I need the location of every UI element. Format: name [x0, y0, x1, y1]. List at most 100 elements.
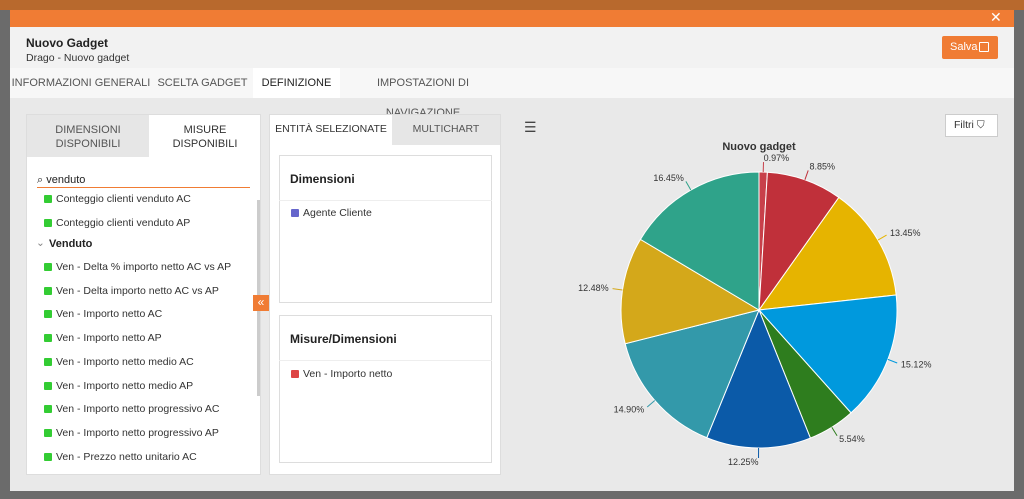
- icon: [44, 357, 52, 366]
- icon: [291, 209, 299, 217]
- chevron: ⌄: [36, 237, 45, 249]
- slice-label: 0.97%: [764, 153, 790, 163]
- icon: [44, 195, 52, 203]
- slice-label: 15.12%: [901, 359, 932, 369]
- icon: [44, 381, 52, 390]
- icon: [44, 428, 52, 437]
- list-item[interactable]: Ven - Importo netto progressivo AP: [44, 427, 219, 439]
- box-title: Misure/Dimensioni: [290, 332, 397, 346]
- list-item[interactable]: Conteggio clienti venduto AC: [44, 194, 191, 205]
- list-item[interactable]: Ven - Importo netto AC: [44, 308, 162, 320]
- icon: [44, 405, 52, 414]
- icon: [44, 219, 52, 227]
- pie-slice: [706, 308, 812, 449]
- slice-label: 13.45%: [890, 228, 921, 238]
- measures-box: [279, 315, 492, 463]
- leader-line: [612, 288, 623, 291]
- item-label: Conteggio clienti venduto AP: [56, 217, 191, 229]
- icon: [44, 310, 52, 319]
- list-item[interactable]: Ven - Importo netto AP: [44, 332, 162, 344]
- leader-line: [831, 426, 838, 436]
- measure-list: Conteggio clienti venduto AC Conteggio cl…: [27, 194, 257, 474]
- close-button[interactable]: ✕: [990, 9, 1002, 25]
- item-label: Ven - Delta importo netto AC vs AP: [56, 284, 219, 297]
- pie-slice: [757, 196, 897, 311]
- item-label: Ven - Prezzo netto unitario AC: [56, 450, 197, 463]
- divider: [279, 200, 492, 201]
- tab-bar: [10, 68, 1014, 98]
- pie-slice: [639, 171, 760, 311]
- left-tab[interactable]: DIMENSIONI DISPONIBILI: [55, 124, 121, 150]
- leader-line: [646, 400, 656, 408]
- item-label: Ven - Importo netto AP: [56, 332, 162, 345]
- divider: [279, 360, 492, 361]
- slice-label: 12.48%: [578, 283, 609, 293]
- icon: [44, 263, 52, 271]
- item-label: Ven - Importo netto medio AP: [56, 379, 194, 392]
- title: Nuovo Gadget: [26, 36, 109, 50]
- item-label: Conteggio clienti venduto AC: [56, 194, 191, 205]
- icon: [44, 334, 52, 343]
- icon: [291, 370, 299, 378]
- list-item[interactable]: Ven - Delta importo netto AC vs AP: [44, 285, 219, 297]
- active-tab-bg: [253, 68, 340, 98]
- search-underline: [37, 187, 250, 188]
- leader-line: [887, 358, 898, 364]
- mid-tab[interactable]: MULTICHART: [412, 123, 480, 135]
- tab[interactable]: SCELTA GADGET: [157, 77, 248, 89]
- list-item[interactable]: Ven - Importo netto medio AC: [44, 356, 194, 368]
- mid-tab-bg: [392, 115, 500, 145]
- menu-icon[interactable]: ☰: [524, 119, 537, 135]
- search-text: venduto: [46, 174, 86, 186]
- dimension-item[interactable]: Agente Cliente: [291, 207, 372, 219]
- slice-label: 12.25%: [728, 457, 759, 467]
- pie-slice: [624, 309, 760, 439]
- leader-line: [804, 170, 809, 181]
- tab[interactable]: INFORMAZIONI GENERALI: [11, 77, 151, 89]
- list-item[interactable]: Ven - Prezzo netto unitario AC: [44, 451, 197, 463]
- mid-tab[interactable]: ENTITÀ SELEZIONATE: [275, 123, 387, 135]
- item-label: Ven - Importo netto progressivo AC: [56, 403, 220, 416]
- dimensions-box: [279, 155, 492, 303]
- left-panel: [26, 114, 261, 475]
- slice-label: 16.45%: [653, 173, 684, 183]
- save-icon: [979, 42, 989, 52]
- chart-title: Nuovo gadget: [722, 141, 796, 153]
- list-item[interactable]: Ven - Importo netto medio AP: [44, 380, 193, 392]
- measure-item[interactable]: Ven - Importo netto: [291, 368, 392, 380]
- middle-panel: [269, 114, 501, 475]
- icon: [44, 452, 52, 461]
- dimension-label: Agente Cliente: [303, 207, 372, 219]
- tab[interactable]: DEFINIZIONE: [261, 77, 332, 89]
- modal-bar: [10, 10, 1014, 27]
- collapse-button[interactable]: «: [253, 295, 269, 311]
- list-item[interactable]: Ven - Importo netto progressivo AC: [44, 403, 219, 415]
- box-title: Dimensioni: [290, 172, 355, 186]
- filter-label: Filtri: [954, 119, 974, 131]
- subtitle: Drago - Nuovo gadget: [26, 52, 130, 64]
- left-tab[interactable]: MISURE DISPONIBILI: [172, 124, 238, 150]
- slice-label: 8.85%: [810, 162, 836, 172]
- tab[interactable]: IMPOSTAZIONI DI NAVIGAZIONE: [376, 77, 470, 119]
- save-label: Salva: [950, 41, 978, 53]
- group-label[interactable]: Venduto: [49, 238, 93, 250]
- filter-button[interactable]: Filtri ⛉: [945, 114, 998, 137]
- leader-line: [685, 181, 692, 191]
- leader-line: [877, 234, 887, 241]
- slice-label: 5.54%: [839, 434, 865, 444]
- item-label: Ven - Importo netto AC: [56, 308, 163, 321]
- measure-label: Ven - Importo netto: [303, 368, 393, 380]
- list-item[interactable]: Conteggio clienti venduto AP: [44, 217, 190, 229]
- header: [10, 27, 1014, 68]
- item-label: Ven - Importo netto progressivo AP: [56, 426, 219, 439]
- app-bar: [0, 0, 1024, 10]
- icon: [44, 286, 52, 295]
- slice-label: 14.90%: [614, 405, 645, 415]
- search-input[interactable]: ⌕ venduto: [37, 174, 86, 186]
- save-button[interactable]: Salva: [942, 36, 998, 59]
- pie-slice: [757, 294, 898, 414]
- item-label: Ven - Delta % importo netto AC vs AP: [56, 261, 232, 273]
- pie-chart: Nuovo gadget 0.97% 8.85% 13.45% 15.12% 5.54%…: [578, 141, 932, 467]
- list-item[interactable]: Ven - Delta % importo netto AC vs AP: [44, 261, 231, 273]
